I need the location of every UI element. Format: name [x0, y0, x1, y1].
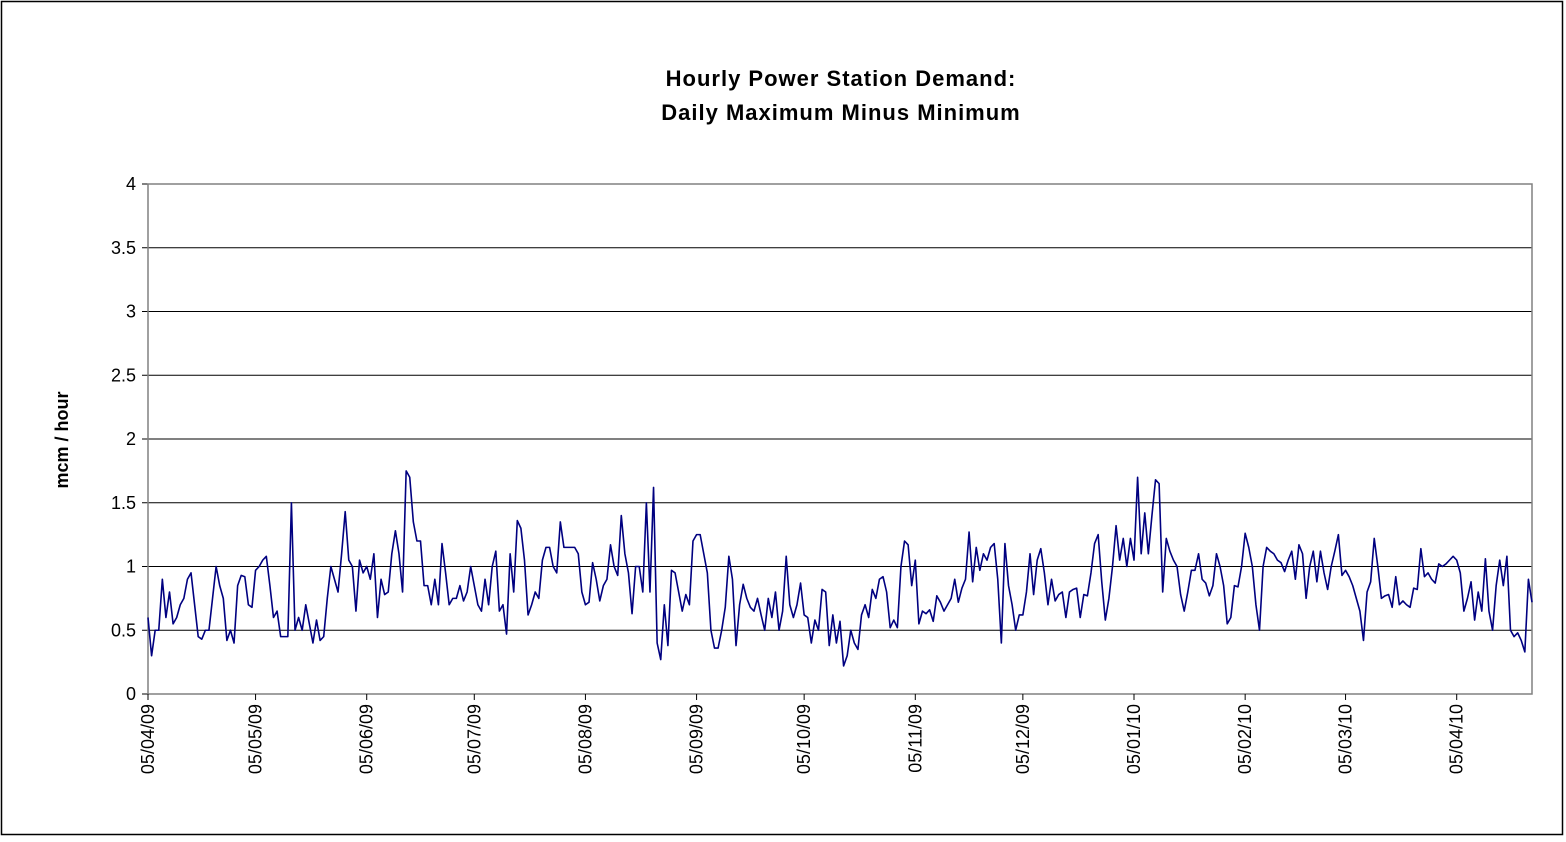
y-tick-label: 0.5 [111, 620, 136, 640]
y-tick-label: 3.5 [111, 238, 136, 258]
chart-title: Hourly Power Station Demand: [666, 66, 1017, 91]
x-tick-label: 05/05/09 [246, 704, 266, 774]
chart-title: Daily Maximum Minus Minimum [661, 100, 1021, 125]
x-tick-label: 05/06/09 [357, 704, 377, 774]
x-tick-label: 05/02/10 [1235, 704, 1255, 774]
y-tick-label: 0 [126, 684, 136, 704]
x-tick-label: 05/04/09 [138, 704, 158, 774]
y-tick-label: 2.5 [111, 365, 136, 385]
x-tick-label: 05/01/10 [1124, 704, 1144, 774]
x-tick-label: 05/10/09 [794, 704, 814, 774]
y-tick-label: 1 [126, 557, 136, 577]
x-tick-label: 05/07/09 [464, 704, 484, 774]
x-tick-label: 05/03/10 [1336, 704, 1356, 774]
y-tick-label: 4 [126, 174, 136, 194]
y-axis-label: mcm / hour [52, 391, 72, 488]
x-tick-label: 05/11/09 [905, 704, 925, 773]
plot-area [147, 183, 1533, 695]
y-tick-label: 3 [126, 302, 136, 322]
data-line [147, 470, 1533, 667]
x-tick-label: 05/08/09 [575, 704, 595, 774]
x-tick-label: 05/09/09 [687, 704, 707, 774]
x-tick-label: 05/12/09 [1013, 704, 1033, 774]
y-tick-label: 2 [126, 429, 136, 449]
y-tick-label: 1.5 [111, 493, 136, 513]
x-tick-label: 05/04/10 [1447, 704, 1467, 774]
